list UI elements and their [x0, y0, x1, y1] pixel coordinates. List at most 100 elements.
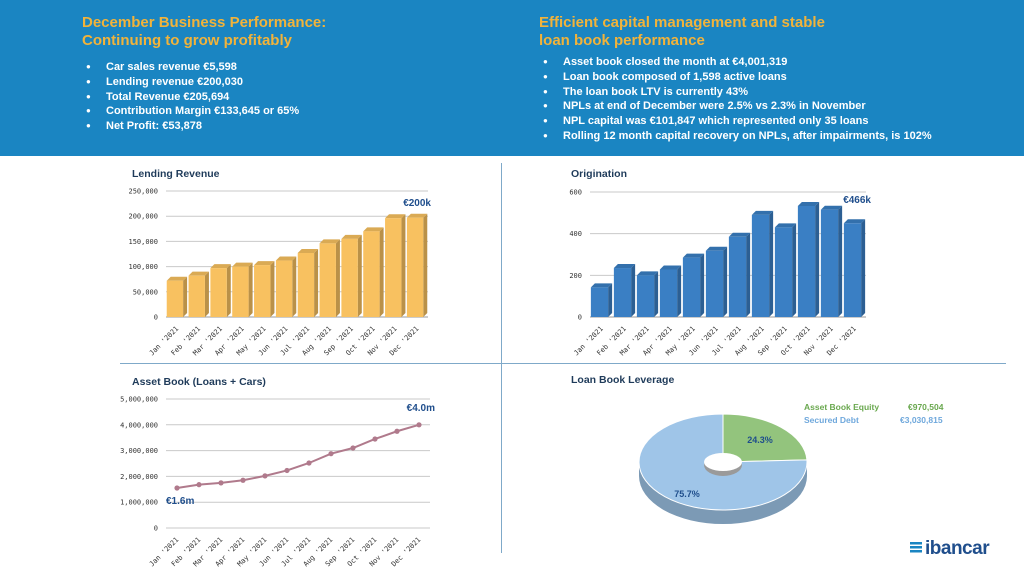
right-bullet: NPLs at end of December were 2.5% vs 2.3…	[543, 99, 932, 114]
bar-top	[297, 248, 319, 253]
bar	[797, 205, 816, 317]
bar	[613, 268, 632, 317]
bar	[385, 218, 402, 317]
bar-top	[406, 213, 428, 218]
y-tick-label: 200,000	[128, 213, 158, 221]
bar	[705, 250, 724, 317]
pie-slice	[722, 413, 808, 463]
bar-side	[723, 246, 728, 317]
chart-callout: €200k	[403, 198, 431, 209]
bar-side	[631, 264, 636, 317]
bar-side	[654, 271, 659, 317]
bar-side	[769, 210, 774, 317]
left-bullet: Contribution Margin €133,645 or 65%	[86, 104, 299, 119]
bar-top	[613, 264, 636, 269]
vertical-divider	[501, 163, 502, 553]
bar-side	[401, 214, 406, 317]
left-bullet: Total Revenue €205,694	[86, 90, 299, 105]
bar	[166, 280, 184, 317]
y-tick-label: 150,000	[128, 238, 158, 246]
right-bullet: NPL capital was €101,847 which represent…	[543, 114, 932, 129]
bar-side	[861, 219, 866, 317]
bar-side	[677, 265, 682, 317]
y-tick-label: 100,000	[128, 263, 158, 271]
y-tick-label: 50,000	[133, 288, 158, 296]
legend-debt-amount: €3,030,815	[900, 415, 943, 425]
left-bullet-list: Car sales revenue €5,598 Lending revenue…	[86, 60, 299, 134]
bar-top	[319, 239, 340, 244]
data-point	[372, 436, 378, 442]
bar-top	[636, 271, 659, 276]
y-tick-label: 5,000,000	[120, 396, 158, 404]
y-tick-label: 3,000,000	[120, 447, 158, 455]
ibancar-logo: ibancar	[925, 538, 990, 559]
data-point	[240, 477, 246, 483]
y-tick-label: 0	[578, 314, 582, 322]
pie-slice-side	[639, 462, 807, 524]
right-panel-title: Efficient capital management and stable …	[539, 14, 825, 50]
bar-top	[166, 276, 188, 281]
bar-top	[385, 214, 406, 219]
bar-top	[232, 262, 253, 267]
bar	[774, 227, 793, 317]
start-callout: €1.6m	[166, 496, 194, 507]
bar-top	[705, 246, 728, 251]
bar-top	[797, 201, 820, 206]
bar-side	[792, 223, 797, 317]
bar-top	[341, 234, 362, 239]
bar	[275, 260, 293, 317]
bar	[682, 257, 701, 317]
left-title-line2: Continuing to grow profitably	[82, 32, 292, 49]
bar-side	[204, 271, 209, 317]
right-bullet: The loan book LTV is currently 43%	[543, 85, 932, 100]
left-bullet: Lending revenue €200,030	[86, 75, 299, 90]
bar-top	[210, 264, 231, 269]
bar-top	[820, 205, 843, 210]
chart-callout: €466k	[843, 195, 871, 206]
ibancar-logo-mark	[910, 542, 922, 553]
bar	[341, 238, 358, 317]
left-title-line1: December Business Performance:	[82, 14, 327, 31]
horizontal-divider	[120, 363, 1006, 364]
bar	[843, 223, 862, 317]
bar-top	[188, 271, 209, 276]
y-tick-label: 250,000	[128, 188, 158, 196]
bar	[297, 252, 315, 317]
bar	[659, 269, 678, 317]
legend-equity-label: Asset Book Equity	[804, 402, 880, 412]
bar	[751, 214, 770, 317]
bar	[363, 231, 380, 317]
legend-equity-amount: €970,504	[908, 402, 944, 412]
y-tick-label: 200	[569, 272, 582, 280]
bar	[210, 268, 227, 317]
bar-side	[379, 227, 384, 317]
bar	[590, 287, 609, 317]
y-tick-label: 0	[154, 314, 158, 322]
bar-side	[314, 248, 319, 317]
data-point	[306, 460, 312, 466]
bar-top	[751, 210, 774, 215]
left-bullet: Car sales revenue €5,598	[86, 60, 299, 75]
data-point	[262, 473, 268, 479]
bar-side	[292, 256, 297, 317]
y-tick-label: 4,000,000	[120, 421, 158, 429]
bar	[188, 275, 205, 317]
left-bullet: Net Profit: €53,878	[86, 119, 299, 134]
bar-side	[838, 205, 843, 317]
lending-revenue-title: Lending Revenue	[132, 168, 220, 180]
bar	[728, 236, 747, 317]
bar-side	[270, 261, 275, 317]
pie-pct-label: 75.7%	[674, 489, 700, 499]
bar-side	[746, 232, 751, 317]
data-point	[328, 451, 334, 457]
bar	[406, 217, 424, 317]
right-title-line1: Efficient capital management and stable	[539, 14, 825, 31]
end-callout: €4.0m	[407, 403, 435, 414]
pie-hole	[704, 453, 742, 471]
bar-top	[659, 265, 682, 270]
legend-debt-label: Secured Debt	[804, 415, 859, 425]
y-tick-label: 0	[154, 525, 158, 533]
y-tick-label: 600	[569, 189, 582, 197]
